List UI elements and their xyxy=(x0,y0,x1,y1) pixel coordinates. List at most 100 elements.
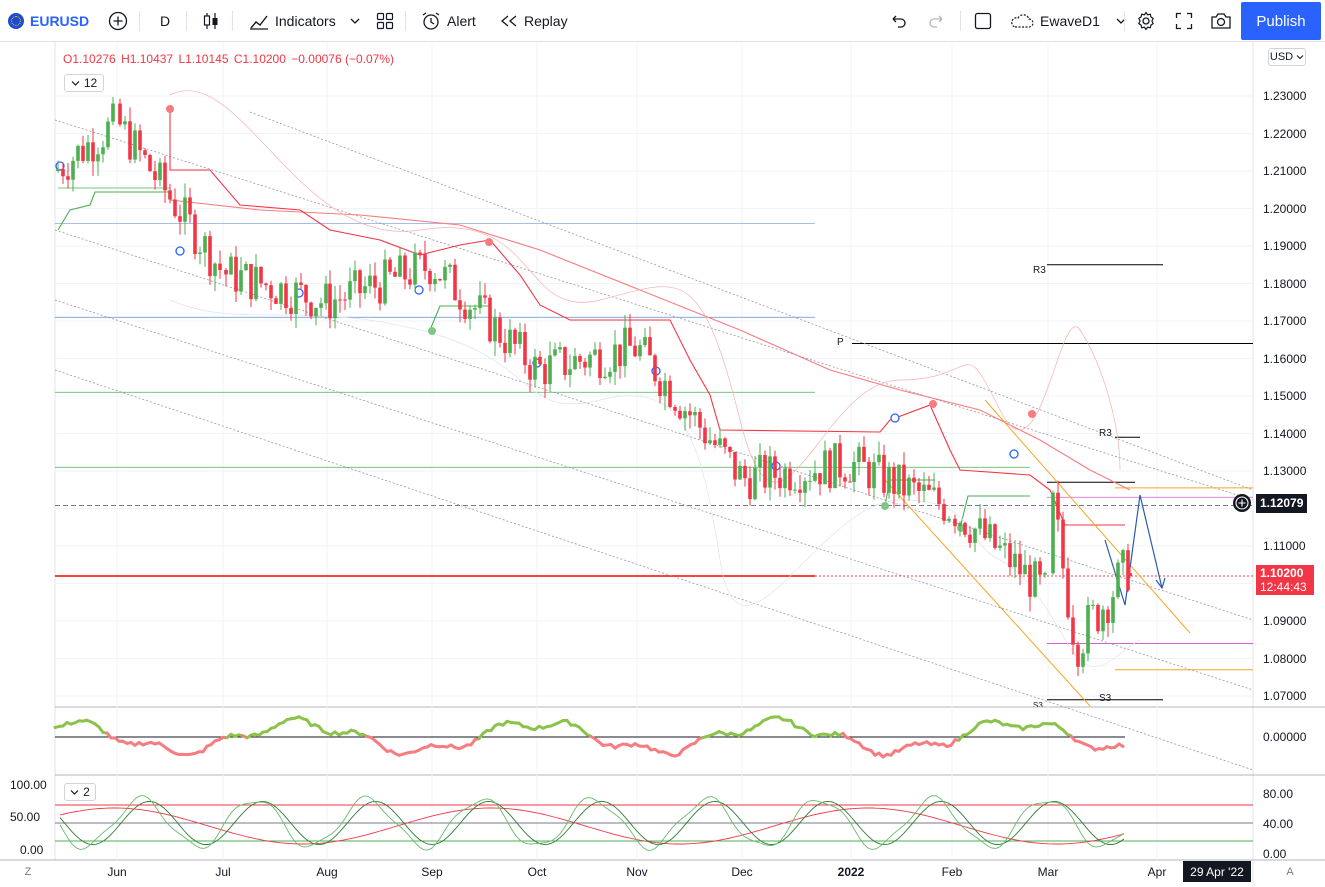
candle-body xyxy=(428,270,432,285)
candle-body xyxy=(942,504,946,521)
expand-icon xyxy=(1175,12,1193,30)
candle-body xyxy=(932,487,936,490)
candle-body xyxy=(398,255,402,277)
candle-body xyxy=(1038,561,1042,575)
add-symbol-button[interactable] xyxy=(108,0,128,42)
candle-body xyxy=(613,344,617,372)
fullscreen-box-button[interactable] xyxy=(974,0,992,42)
candle-body xyxy=(1081,653,1085,667)
indicators-button[interactable]: Indicators xyxy=(249,0,360,42)
candle-body xyxy=(473,308,477,310)
interval-button[interactable]: D xyxy=(160,0,170,42)
candle-body xyxy=(813,473,817,481)
projection-path xyxy=(1104,494,1163,606)
candle-body xyxy=(558,347,562,350)
candle-body xyxy=(733,451,737,480)
candle-body xyxy=(1106,609,1110,623)
candle-body xyxy=(433,278,437,285)
replay-button[interactable]: Replay xyxy=(500,0,568,42)
pivot-s3b-label: S3 xyxy=(1033,701,1043,707)
undo-button[interactable] xyxy=(889,0,907,42)
channel-line xyxy=(249,111,1254,491)
candle-body xyxy=(773,456,777,478)
candle-body xyxy=(1091,604,1095,606)
candle-body xyxy=(887,467,891,493)
time-tick-label: Jul xyxy=(215,865,231,879)
pane3-collapse-button[interactable]: 2 xyxy=(64,783,96,801)
candle-body xyxy=(1033,561,1037,597)
candle-body xyxy=(193,214,197,255)
price-tick-label: 1.17000 xyxy=(1263,314,1307,328)
signal-marker xyxy=(485,238,493,246)
channel-line xyxy=(54,369,1254,771)
candle-body xyxy=(897,464,901,494)
time-tick-label: Feb xyxy=(941,865,963,879)
symbol-search[interactable]: EURUSD xyxy=(8,0,89,42)
candle-body xyxy=(578,356,582,362)
signal-marker xyxy=(1028,410,1036,418)
price-tick-label: 1.14000 xyxy=(1263,426,1307,441)
indicators-icon xyxy=(250,15,268,30)
candle-body xyxy=(56,169,60,171)
stoch-k-line xyxy=(59,795,1125,851)
chart-type-button[interactable] xyxy=(202,0,220,42)
currency-label: USD xyxy=(1269,51,1294,63)
candle-body xyxy=(1043,573,1047,575)
candle-body xyxy=(153,171,157,180)
candle-body xyxy=(488,297,492,342)
candle-body xyxy=(413,252,417,285)
candle-body xyxy=(1051,492,1055,574)
auto-scale-button[interactable]: A xyxy=(1286,866,1294,878)
candle-body xyxy=(593,349,597,355)
candle-body xyxy=(383,259,387,304)
candle-body xyxy=(728,446,732,452)
pivot-s3-label: S3 xyxy=(1099,693,1112,704)
support-step-line xyxy=(57,191,1030,529)
zoom-reset-button[interactable]: Z xyxy=(24,866,32,878)
candle-body xyxy=(783,468,787,489)
candle-body xyxy=(708,440,712,444)
candle-body xyxy=(588,354,592,368)
chevron-down-icon xyxy=(70,789,79,795)
candle-body xyxy=(778,477,782,489)
candle-body xyxy=(643,337,647,346)
candle-body xyxy=(158,162,162,180)
candle-body xyxy=(663,380,667,396)
candle-body xyxy=(328,283,332,319)
indicators-collapse-button[interactable]: 12 xyxy=(64,74,104,92)
channel-line xyxy=(54,119,1254,501)
candle-body xyxy=(284,283,288,309)
candle-body xyxy=(718,438,722,445)
candle-body xyxy=(1023,564,1027,575)
stoch-slow-line xyxy=(59,807,1125,845)
plus-circle-icon xyxy=(1235,496,1249,510)
currency-selector[interactable]: USD xyxy=(1268,48,1306,66)
candle-body xyxy=(463,309,467,319)
templates-button[interactable] xyxy=(376,0,394,42)
candle-body xyxy=(61,169,65,177)
candle-body xyxy=(753,467,757,500)
candle-body xyxy=(319,303,323,308)
candle-body xyxy=(723,438,727,447)
publish-button[interactable]: Publish xyxy=(1241,2,1321,40)
interval-label: D xyxy=(160,13,171,29)
candle-body xyxy=(823,450,827,485)
candle-body xyxy=(168,190,172,200)
stoch-axis-tick-0: 0.00 xyxy=(1263,847,1287,861)
fullscreen-button[interactable] xyxy=(1175,0,1193,42)
candle-body xyxy=(1111,597,1115,623)
alert-button[interactable]: Alert xyxy=(421,0,476,42)
indicators-label: Indicators xyxy=(275,13,336,29)
layout-menu[interactable]: EwaveD1 xyxy=(1009,0,1126,42)
square-icon xyxy=(974,12,992,30)
chart-canvas[interactable] xyxy=(0,42,1325,887)
add-crosshair-button[interactable] xyxy=(1233,494,1251,512)
wave-marker xyxy=(175,246,185,256)
price-tick-label: 1.07000 xyxy=(1263,689,1307,703)
candle-body xyxy=(513,329,517,344)
candle-body xyxy=(373,275,377,288)
snapshot-button[interactable] xyxy=(1210,0,1232,42)
bar-countdown: 12:44:43 xyxy=(1260,580,1307,594)
settings-button[interactable] xyxy=(1136,0,1156,42)
redo-button[interactable] xyxy=(928,0,946,42)
